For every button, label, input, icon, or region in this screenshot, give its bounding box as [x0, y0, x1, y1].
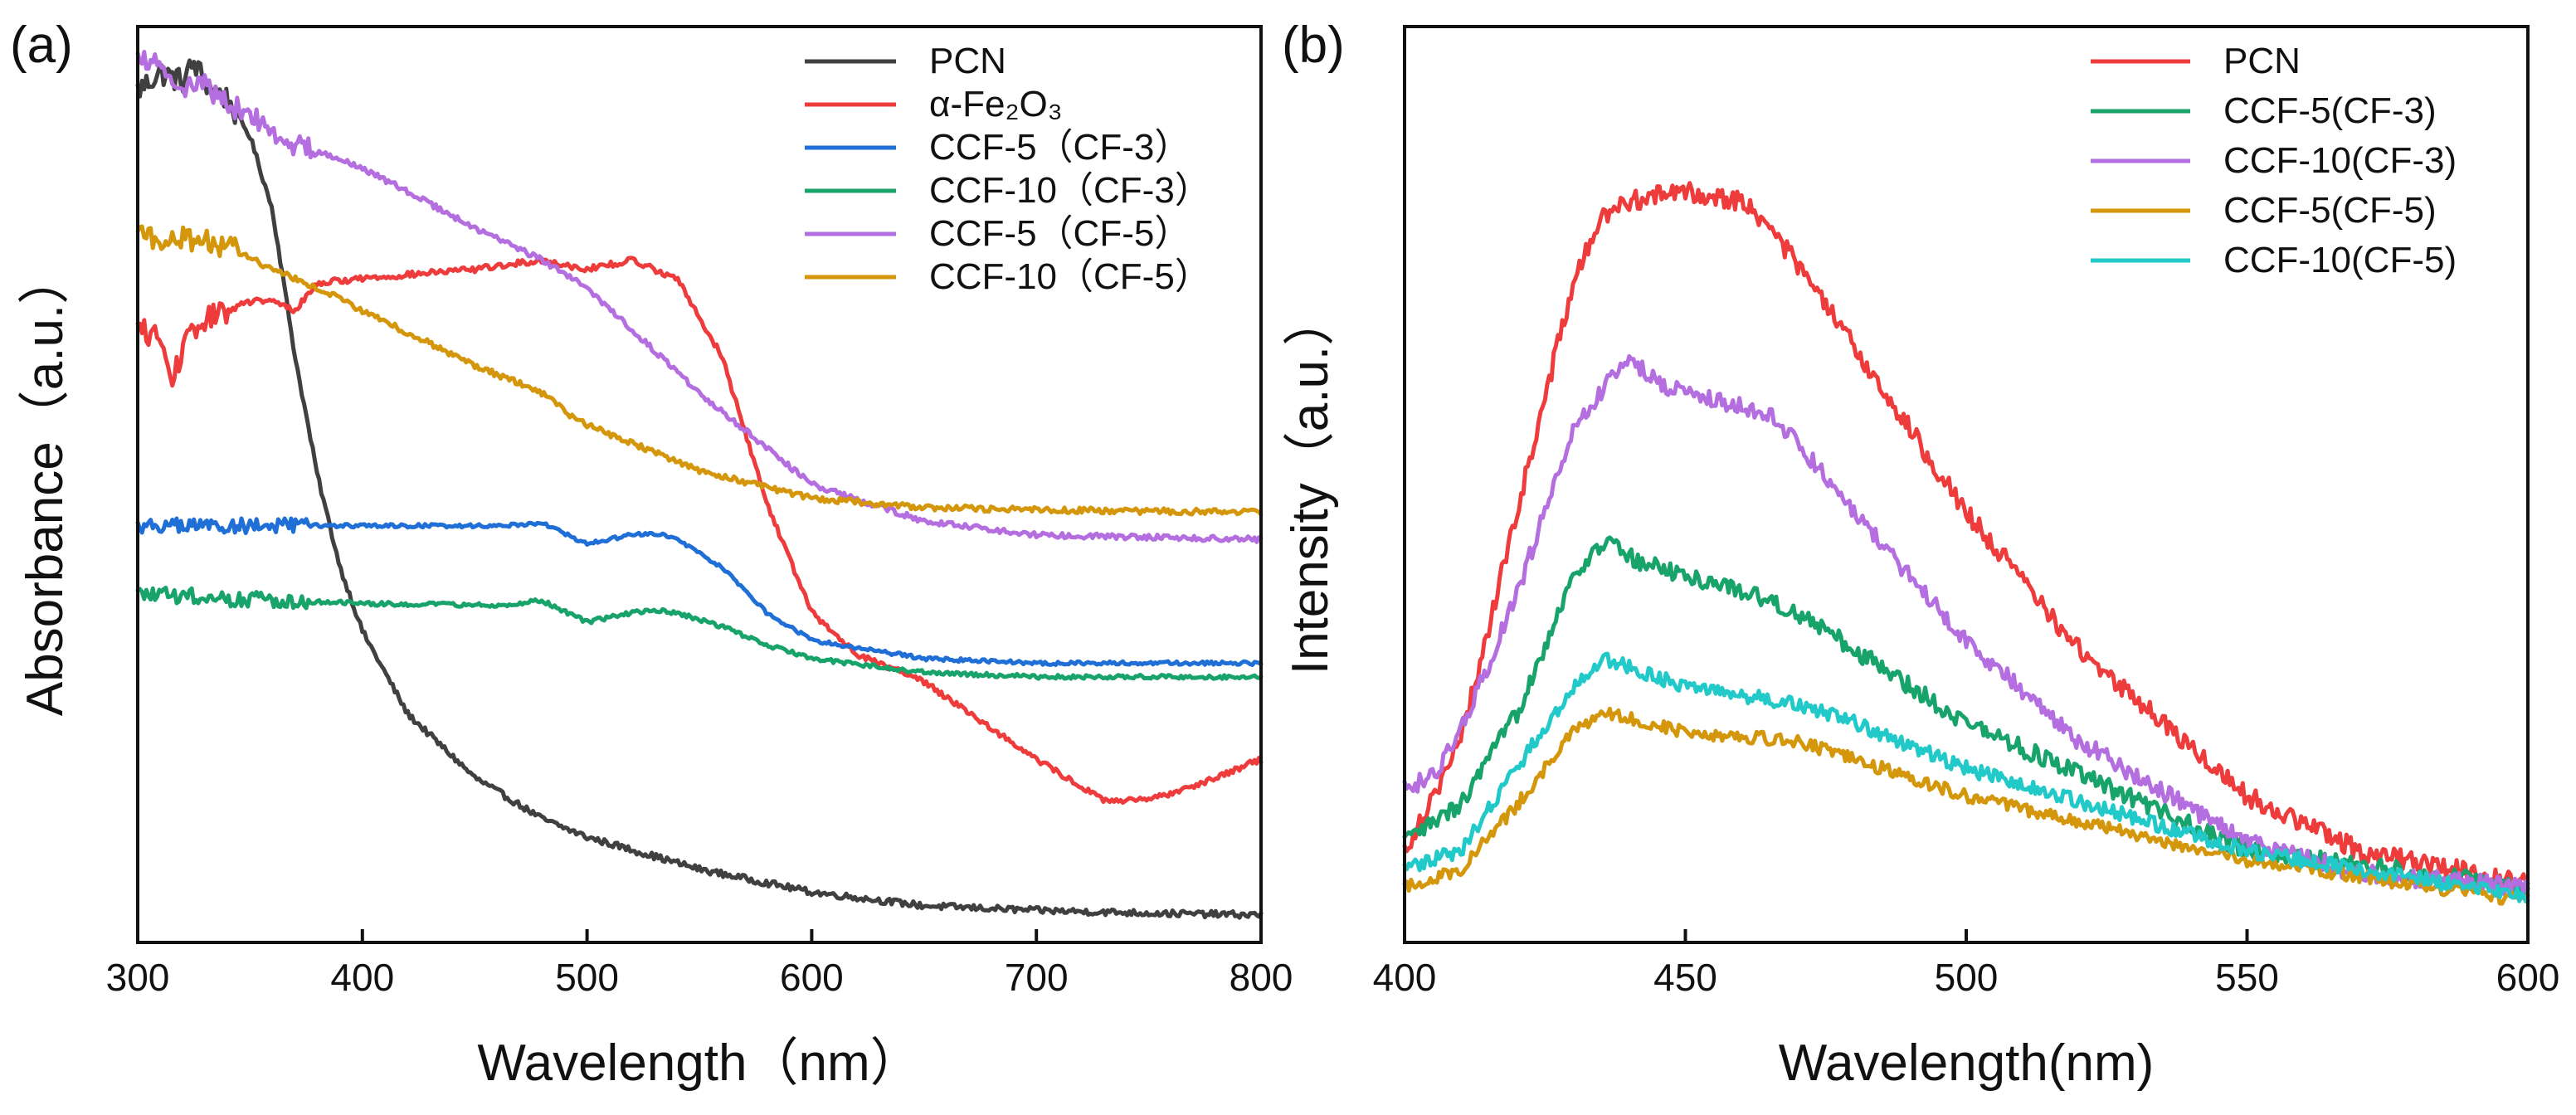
- panel-b-x-tick-label: 400: [1373, 956, 1437, 999]
- panel-b-legend-label: CCF-10(CF-3): [2223, 140, 2457, 181]
- panel-a-legend-label: α-Fe₂O₃: [929, 84, 1063, 124]
- panel-a-x-tick-label: 300: [106, 956, 170, 999]
- panel-b-x-tick-label: 450: [1653, 956, 1717, 999]
- panel-a-x-tick-label: 600: [780, 956, 844, 999]
- panel-a-series-3: [135, 516, 1264, 667]
- panel-a-x-tick-label: 400: [330, 956, 394, 999]
- panel-a-x-tick-label: 500: [555, 956, 619, 999]
- panel-a-series-4: [135, 586, 1264, 681]
- panel-a-legend: PCNα-Fe₂O₃CCF-5（CF-3）CCF-10（CF-3）CCF-5（C…: [805, 41, 1211, 297]
- panel-a-series-5: [135, 50, 1264, 544]
- panel-b-legend-label: CCF-5(CF-5): [2223, 190, 2437, 231]
- panel-b-x-axis-title: Wavelength(nm): [1779, 1035, 2155, 1092]
- panel-b-series-1: [1402, 181, 2530, 892]
- panel-a-legend-label: CCF-5（CF-3）: [929, 127, 1191, 168]
- panel-a: (a) 300 400 500 600 700 800 Wavelength（nm） Ab…: [10, 17, 1293, 1092]
- panel-a-legend-label: CCF-10（CF-3）: [929, 170, 1211, 211]
- panel-a-series-2: [135, 256, 1264, 806]
- panel-b-legend: PCN CCF-5(CF-3) CCF-10(CF-3) CCF-5(CF-5) CCF…: [2091, 41, 2457, 280]
- panel-a-legend-label: PCN: [929, 41, 1006, 81]
- panel-a-x-tick-label: 700: [1005, 956, 1069, 999]
- panel-b-legend-label: CCF-10(CF-5): [2223, 240, 2457, 280]
- panel-b-x-tick-label: 600: [2496, 956, 2560, 999]
- panel-b-series-5: [1402, 651, 2530, 903]
- panel-b-y-axis-title: Intensity（a.u.）: [1282, 295, 1339, 674]
- panel-a-legend-label: CCF-5（CF-5）: [929, 213, 1191, 254]
- panel-b-series-group: [1402, 181, 2530, 906]
- panel-a-series-6: [135, 224, 1264, 517]
- panel-b: (b) 400 450 500 550 600 Wavelength(nm) Inten…: [1282, 17, 2559, 1092]
- panel-a-x-ticks: 300 400 500 600 700 800: [106, 929, 1293, 999]
- panel-a-legend-label: CCF-10（CF-5）: [929, 256, 1211, 297]
- panel-b-legend-label: PCN: [2223, 41, 2301, 81]
- panel-b-x-tick-label: 500: [1935, 956, 1999, 999]
- panel-b-x-ticks: 400 450 500 550 600: [1373, 929, 2560, 999]
- panel-a-y-axis-title: Absorbance（a.u.）: [17, 253, 74, 716]
- panel-b-series-4: [1402, 706, 2530, 906]
- panel-a-plot-frame: [136, 25, 1263, 944]
- panel-b-series-2: [1402, 535, 2530, 895]
- panel-b-x-tick-label: 550: [2215, 956, 2279, 999]
- panel-b-label: (b): [1282, 17, 1345, 74]
- panel-a-label: (a): [10, 17, 73, 74]
- panel-a-x-axis-title: Wavelength（nm）: [477, 1035, 921, 1092]
- panel-b-legend-label: CCF-5(CF-3): [2223, 90, 2437, 131]
- panel-b-series-3: [1402, 353, 2530, 897]
- panel-a-series-group: [135, 50, 1264, 920]
- panel-a-series-1: [135, 58, 1264, 920]
- panel-a-x-tick-label: 800: [1230, 956, 1293, 999]
